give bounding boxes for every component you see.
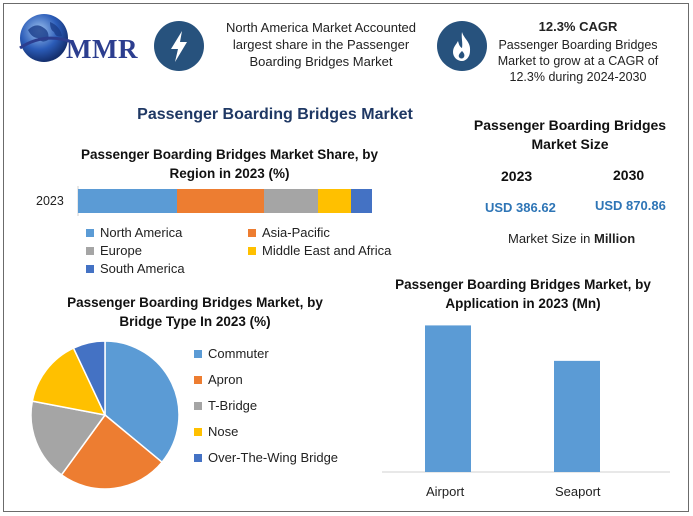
market-size-title: Passenger Boarding Bridges Market Size xyxy=(473,117,667,152)
region-segment-south-america xyxy=(351,189,372,213)
region-segment-europe xyxy=(264,189,318,213)
region-bar-label-2023: 2023 xyxy=(36,194,64,208)
cagr-text: Passenger Boarding Bridges Market to gro… xyxy=(497,38,659,84)
highlight-north-america: North America Market Accounted largest s… xyxy=(225,20,417,69)
infographic-frame xyxy=(3,3,689,512)
pie-slice-apron xyxy=(60,413,164,490)
flame-icon xyxy=(437,21,487,71)
market-size-value-2023: USD 386.62 xyxy=(485,200,556,215)
bar-airport xyxy=(425,325,471,472)
lightning-bolt-icon xyxy=(154,21,204,71)
region-segment-middle-east-and-africa xyxy=(318,189,351,213)
legend-t-bridge: T-Bridge xyxy=(194,398,257,413)
region-chart-title: Passenger Boarding Bridges Market Share,… xyxy=(80,147,379,181)
bar-seaport xyxy=(554,360,600,472)
bridge-type-legend: Commuter Apron T-Bridge Nose Over-The-Wi… xyxy=(194,346,364,476)
region-segment-north-america xyxy=(78,189,177,213)
legend-apron: Apron xyxy=(194,372,243,387)
application-bar-chart xyxy=(382,325,670,473)
legend-middle-east-africa: Middle East and Africa xyxy=(248,243,391,258)
globe-icon xyxy=(19,14,73,62)
x-label-seaport: Seaport xyxy=(555,484,601,499)
legend-commuter: Commuter xyxy=(194,346,269,361)
pie-slice-commuter xyxy=(104,340,180,464)
pie-slice-t-bridge xyxy=(30,400,107,476)
pie-slice-nose xyxy=(31,347,107,417)
pie-slice-over-the-wing-bridge xyxy=(72,340,106,416)
legend-north-america: North America xyxy=(86,225,182,240)
region-segment-asia-pacific xyxy=(177,189,264,213)
market-size-year-2023: 2023 xyxy=(501,168,533,184)
application-chart-title: Passenger Boarding Bridges Market, by Ap… xyxy=(395,277,651,311)
mmr-logo: MMR xyxy=(14,8,142,70)
region-stacked-bar xyxy=(77,186,372,216)
market-size-unit-note: Market Size in Million xyxy=(508,231,636,246)
x-label-airport: Airport xyxy=(426,484,465,499)
legend-over-the-wing-bridge: Over-The-Wing Bridge xyxy=(194,450,338,465)
market-size-value-2030: USD 870.86 xyxy=(595,198,666,213)
main-title: Passenger Boarding Bridges Market xyxy=(137,106,413,123)
bridge-type-pie xyxy=(30,340,180,490)
market-size-year-2030: 2030 xyxy=(613,167,645,183)
cagr-title: 12.3% CAGR xyxy=(538,19,618,34)
region-legend: North America Asia-Pacific Europe Middle… xyxy=(86,225,406,281)
bridge-type-chart-title: Passenger Boarding Bridges Market, by Br… xyxy=(67,295,323,329)
legend-south-america: South America xyxy=(86,261,185,276)
legend-europe: Europe xyxy=(86,243,142,258)
legend-asia-pacific: Asia-Pacific xyxy=(248,225,330,240)
logo-text: MMR xyxy=(66,34,138,64)
legend-nose: Nose xyxy=(194,424,238,439)
